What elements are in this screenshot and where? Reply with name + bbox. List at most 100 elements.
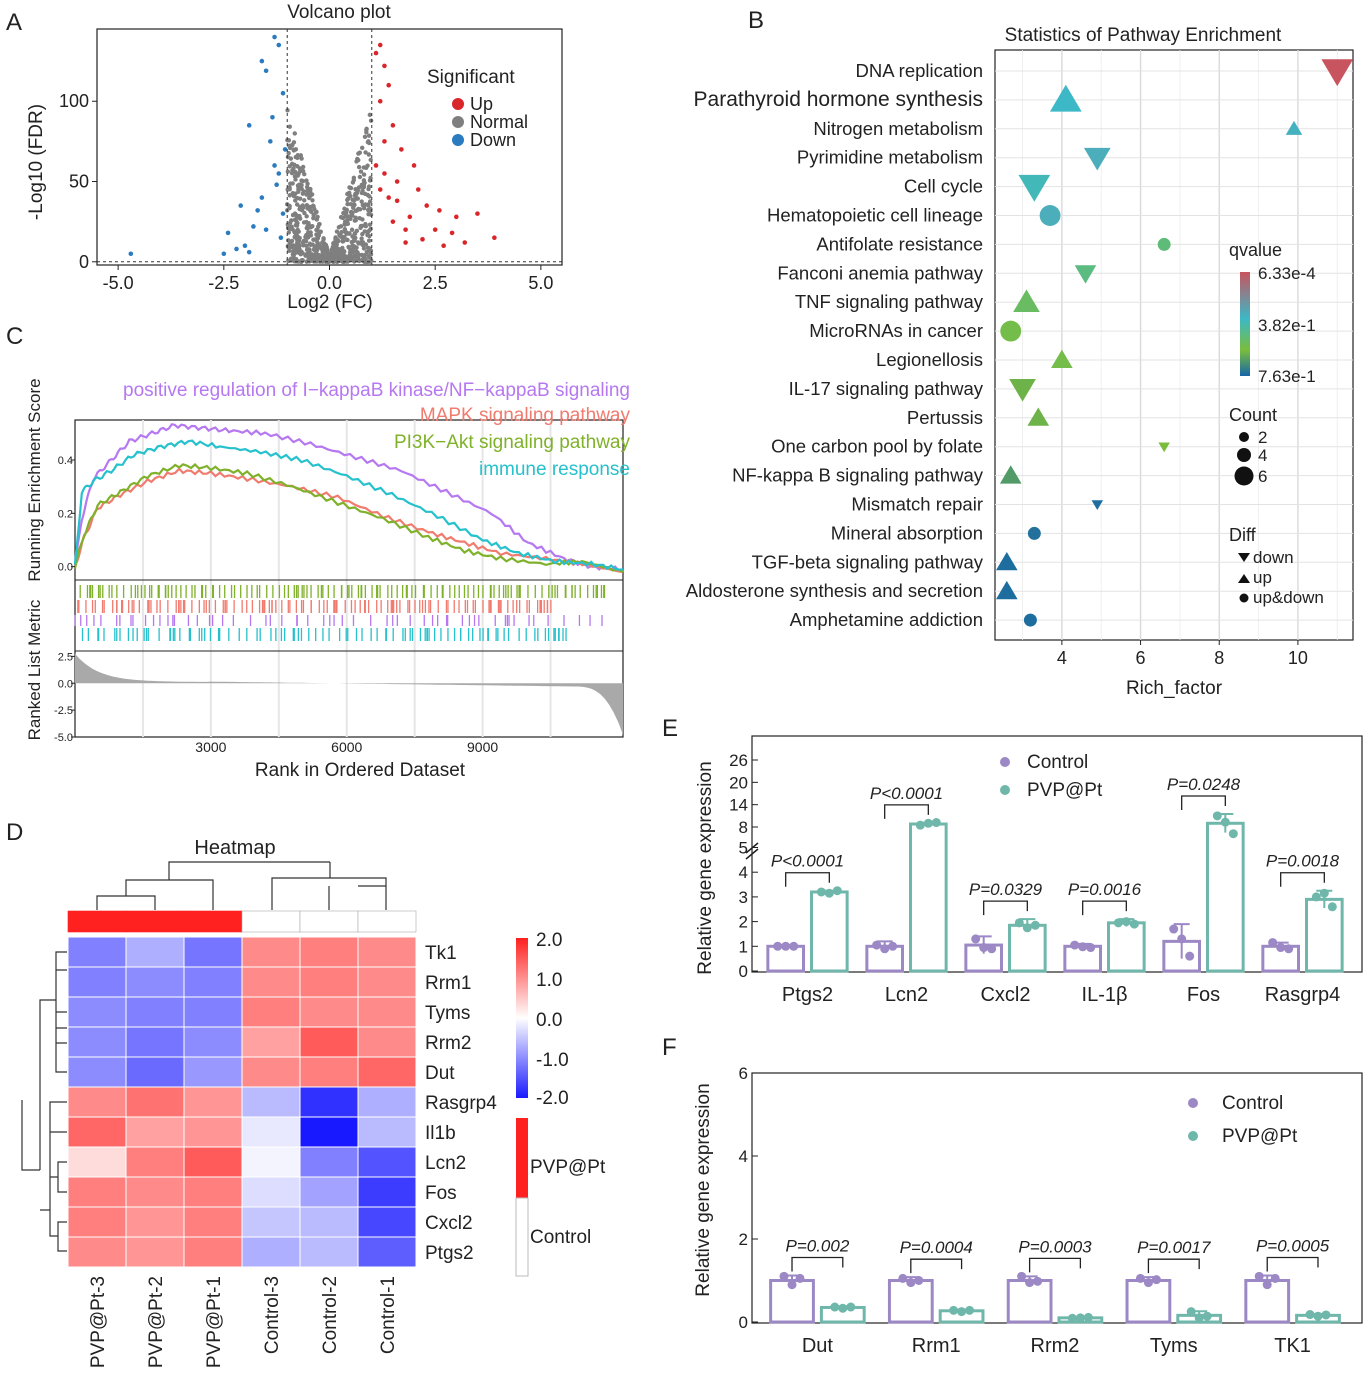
heatmap-column-label: PVP@Pt-1 (204, 1276, 225, 1368)
up-point (394, 179, 400, 184)
replicate-dot (838, 1303, 848, 1313)
pathway-label: DNA replication (855, 60, 983, 81)
normal-point (367, 178, 373, 183)
replicate-dot (880, 944, 890, 954)
replicate-dot (1194, 1313, 1204, 1323)
category-label: Ptgs2 (782, 984, 833, 1006)
normal-point (287, 241, 293, 246)
normal-point (305, 235, 311, 240)
gsea-legend-mapk: MAPK signaling pathway (420, 405, 631, 426)
p-value-label: P<0.0001 (771, 852, 844, 871)
legend-down-dot (452, 134, 464, 146)
heatmap-cell (241, 1206, 301, 1238)
panel-c: C 0.0 0.2 0.4 2.5 0.0 -2.5 -5.0 3000 6000 9000 p… (6, 323, 630, 781)
volcano-y-label: -Log10 (FDR) (26, 104, 47, 220)
p-value-label: P=0.0016 (1068, 880, 1142, 899)
panel-label-d: D (6, 819, 23, 846)
normal-point (338, 253, 343, 259)
replicate-dot (931, 818, 941, 828)
normal-point (291, 253, 296, 258)
pathway-label: Pertussis (907, 407, 983, 428)
group-annotation-cell (125, 910, 185, 933)
heatmap-cell (299, 996, 359, 1028)
heatmap-cell (299, 1086, 359, 1118)
significance-bracket (1280, 872, 1325, 887)
heatmap-cell (299, 1146, 359, 1178)
normal-point (353, 218, 358, 223)
normal-point (287, 193, 292, 198)
normal-point (366, 212, 371, 217)
up-point (377, 42, 383, 48)
replicate-dot (832, 886, 842, 896)
heatmap-cell (125, 1176, 185, 1208)
normal-point (361, 181, 367, 186)
pathway-mark (995, 551, 1018, 571)
y-tick-label: 0 (79, 252, 89, 272)
heatmap-cell (183, 1146, 243, 1178)
down-point (263, 68, 269, 74)
y-tick-label: 1 (739, 937, 748, 956)
down-point (280, 90, 286, 96)
up-point (382, 139, 387, 144)
heatmap-scale-m1: -1.0 (536, 1050, 569, 1071)
normal-point (361, 206, 367, 211)
normal-point (286, 230, 292, 235)
pathway-mark (995, 580, 1018, 600)
heatmap-row-label: Il1b (425, 1123, 456, 1144)
normal-point (356, 164, 362, 170)
x-tick-label: 4 (1057, 648, 1067, 668)
up-point (386, 82, 391, 88)
category-label: Rrm1 (912, 1335, 961, 1357)
y-tick-label: 4 (739, 863, 748, 882)
significance-bracket (910, 1258, 963, 1274)
bar-f-legend-pvp-dot (1188, 1131, 1198, 1141)
heatmap-cell (241, 1176, 301, 1208)
up-point (449, 230, 455, 236)
pathway-mark (1027, 407, 1050, 426)
up-point (394, 198, 400, 204)
y-tick-label: 0.0 (58, 562, 73, 574)
heatmap-cell (125, 1116, 185, 1148)
normal-point (286, 226, 292, 231)
row-dendrogram (21, 951, 67, 1252)
normal-point (366, 207, 371, 213)
normal-point (339, 215, 344, 220)
bar-e-legend-pvp-dot (1000, 785, 1010, 795)
heatmap-cell (357, 1176, 417, 1208)
normal-point (336, 225, 342, 230)
normal-point (294, 236, 299, 242)
pathway-label: MicroRNAs in cancer (809, 320, 983, 341)
diff-legend-down-icon (1238, 553, 1250, 562)
gsea-y-label-bottom: Ranked List Metric (25, 599, 44, 740)
normal-point (345, 197, 350, 203)
y-tick-label: 26 (729, 751, 748, 770)
y-tick-label: 0 (739, 1313, 748, 1332)
up-point (382, 63, 387, 69)
down-point (251, 224, 256, 229)
pathway-label: Cell cycle (904, 176, 983, 197)
heatmap-row-label: Ptgs2 (425, 1243, 474, 1264)
normal-point (285, 169, 291, 174)
pathway-label: Mineral absorption (831, 522, 983, 543)
pathway-label: Aldosterone synthesis and secretion (686, 580, 983, 601)
normal-point (363, 150, 368, 155)
legend-down-label: Down (470, 130, 516, 150)
normal-point (369, 258, 374, 263)
normal-point (351, 175, 357, 181)
heatmap-cell (241, 1236, 301, 1268)
replicate-dot (987, 944, 997, 954)
normal-point (336, 238, 341, 244)
normal-point (295, 240, 300, 245)
gsea-line (73, 439, 624, 571)
replicate-dot (1070, 940, 1080, 950)
heatmap-cell (241, 996, 301, 1028)
pvp-bar (810, 890, 849, 973)
up-point (492, 235, 497, 241)
pathway-label: Hematopoietic cell lineage (767, 205, 983, 226)
heatmap-cell (67, 936, 127, 968)
normal-point (355, 251, 360, 256)
normal-point (345, 191, 350, 197)
normal-point (299, 186, 304, 192)
normal-point (289, 161, 295, 167)
gsea-legend-pi3k: PI3K−Akt signaling pathway (394, 432, 631, 453)
